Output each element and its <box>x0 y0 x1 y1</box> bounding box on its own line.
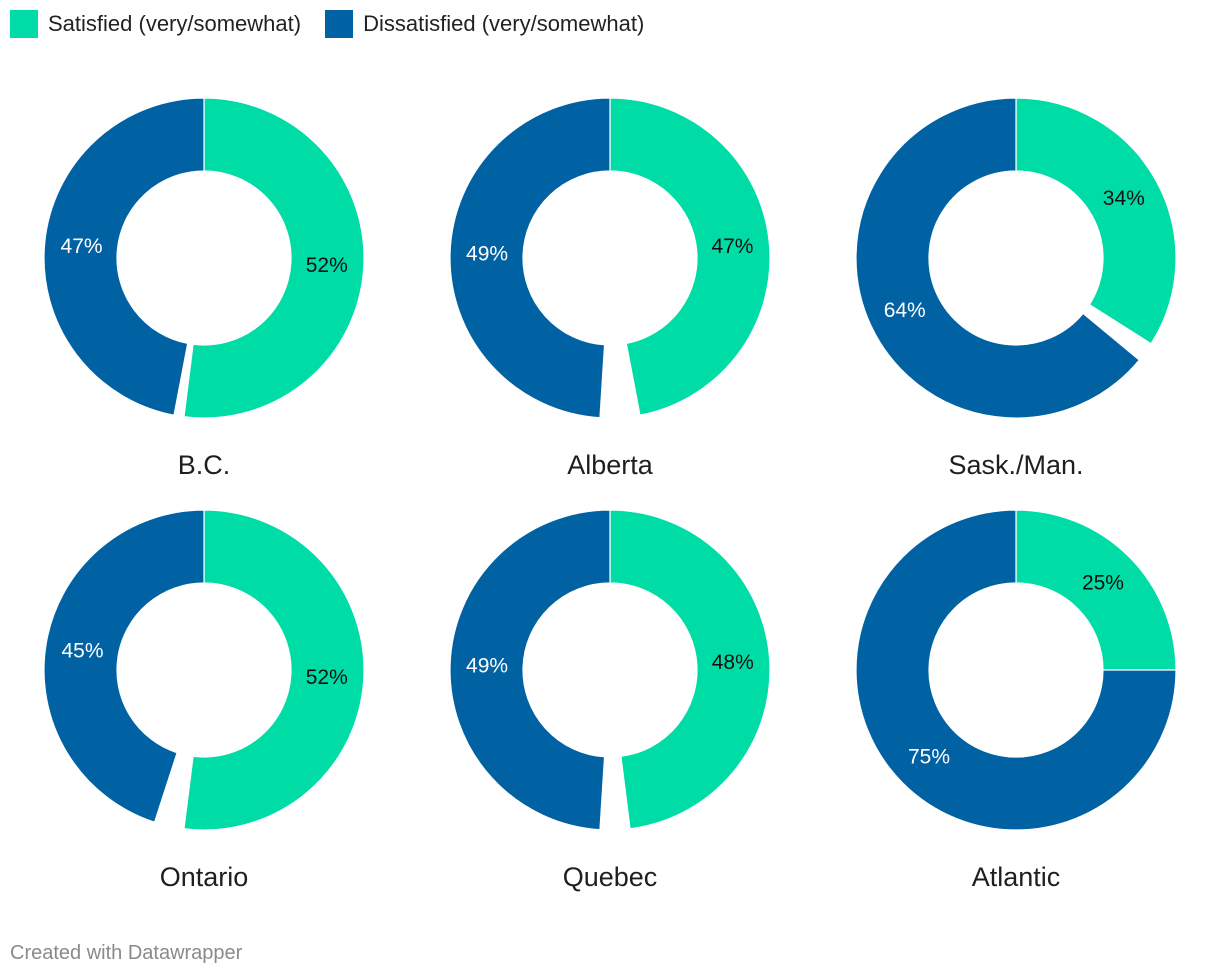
data-label-atlantic-dissatisfied: 75% <box>908 745 950 768</box>
slice-ontario-satisfied <box>183 509 365 831</box>
donut-quebec: 48% 49% Quebec <box>449 509 771 892</box>
datawrapper-credit: Created with Datawrapper <box>10 942 243 964</box>
donut-sask-man: 34% 64% Sask./Man. <box>855 97 1177 480</box>
slice-sask-man-satisfied <box>1015 97 1177 345</box>
legend-label-dissatisfied: Dissatisfied (very/somewhat) <box>363 11 645 36</box>
legend-item-satisfied: Satisfied (very/somewhat) <box>10 10 301 38</box>
data-label-quebec-dissatisfied: 49% <box>466 655 508 678</box>
chart-title-ontario: Ontario <box>160 862 249 892</box>
slice-sask-man-dissatisfied <box>855 97 1141 419</box>
data-label-sask-man-dissatisfied: 64% <box>884 299 926 322</box>
data-label-b-c-dissatisfied: 47% <box>61 235 103 258</box>
data-label-atlantic-satisfied: 25% <box>1082 572 1124 595</box>
donut-atlantic: 25% 75% Atlantic <box>855 509 1177 892</box>
slice-b-c-dissatisfied <box>43 97 205 416</box>
donut-ontario: 52% 45% Ontario <box>43 509 365 892</box>
data-label-alberta-satisfied: 47% <box>711 235 753 258</box>
data-label-quebec-satisfied: 48% <box>712 651 754 674</box>
chart-title-quebec: Quebec <box>563 862 658 892</box>
chart-title-alberta: Alberta <box>567 450 654 480</box>
legend-swatch-satisfied <box>10 10 38 38</box>
slice-ontario-dissatisfied <box>43 509 205 823</box>
slice-atlantic-satisfied <box>1015 509 1177 671</box>
donut-b-c: 52% 47% B.C. <box>43 97 365 480</box>
data-label-sask-man-satisfied: 34% <box>1103 187 1145 210</box>
legend-label-satisfied: Satisfied (very/somewhat) <box>48 11 302 36</box>
legend-item-dissatisfied: Dissatisfied (very/somewhat) <box>325 10 644 38</box>
slice-b-c-satisfied <box>183 97 365 419</box>
data-label-b-c-satisfied: 52% <box>306 254 348 277</box>
data-label-ontario-dissatisfied: 45% <box>61 639 103 662</box>
chart-title-b-c: B.C. <box>178 450 231 480</box>
chart-title-atlantic: Atlantic <box>972 862 1061 892</box>
donut-alberta: 47% 49% Alberta <box>449 97 771 480</box>
data-label-alberta-dissatisfied: 49% <box>466 243 508 266</box>
slice-atlantic-dissatisfied <box>855 509 1177 831</box>
data-label-ontario-satisfied: 52% <box>306 666 348 689</box>
slice-alberta-satisfied <box>609 97 771 416</box>
legend-swatch-dissatisfied <box>325 10 354 38</box>
slice-quebec-satisfied <box>609 509 771 830</box>
slice-alberta-dissatisfied <box>449 97 611 419</box>
chart-title-sask-man: Sask./Man. <box>948 450 1083 480</box>
slice-quebec-dissatisfied <box>449 509 611 831</box>
legend: Satisfied (very/somewhat) Dissatisfied (… <box>10 10 668 38</box>
